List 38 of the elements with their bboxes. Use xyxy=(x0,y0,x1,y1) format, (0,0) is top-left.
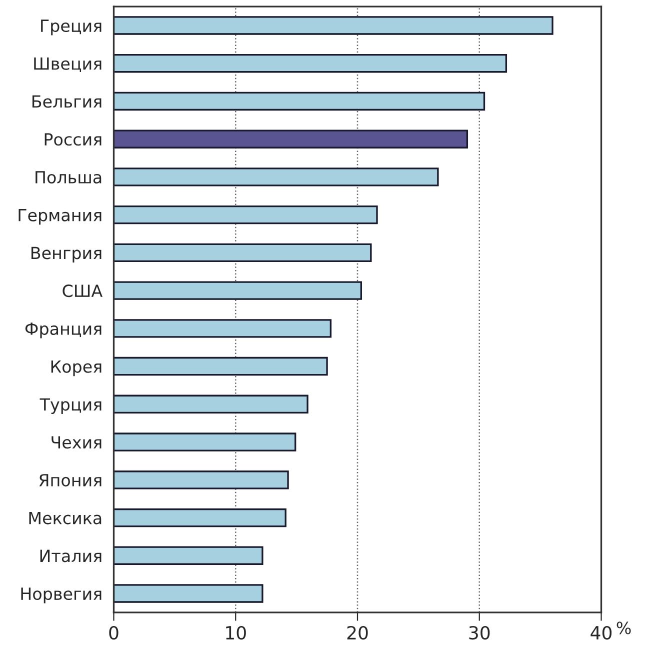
bar xyxy=(114,281,362,300)
y-tick-label: Чехия xyxy=(52,436,102,449)
bar xyxy=(114,546,264,565)
bar xyxy=(114,356,328,376)
x-tick-label: 0 xyxy=(109,626,118,640)
bar xyxy=(114,205,378,224)
bar xyxy=(114,92,486,111)
y-tick-label: Швеция xyxy=(34,58,102,72)
bar xyxy=(114,470,289,490)
y-tick-label: Германия xyxy=(18,209,102,225)
y-tick-label: Бельгия xyxy=(32,95,102,108)
x-axis-title: % xyxy=(616,622,631,634)
y-tick-label: Венгрия xyxy=(31,246,102,262)
bar xyxy=(114,54,508,73)
y-tick-label: США xyxy=(62,284,102,298)
y-tick-label: Япония xyxy=(39,474,102,486)
bar xyxy=(114,319,332,338)
bar xyxy=(114,168,439,186)
x-tick-label: 40 xyxy=(590,626,612,640)
y-tick-label: Россия xyxy=(44,133,102,146)
x-tick-label: 20 xyxy=(347,626,368,640)
x-tick-label: 10 xyxy=(226,626,246,640)
bar xyxy=(114,130,468,148)
y-tick-label: Франция xyxy=(25,322,102,338)
bar xyxy=(114,432,296,452)
bar xyxy=(114,584,264,603)
bar xyxy=(114,16,554,35)
y-tick-label: Италия xyxy=(40,550,102,562)
bar xyxy=(114,394,308,414)
y-tick-label: Турция xyxy=(40,398,102,414)
y-tick-label: Норвегия xyxy=(21,588,102,604)
y-tick-label: Мексика xyxy=(29,512,102,524)
y-tick-label: Польша xyxy=(36,171,102,184)
bar xyxy=(114,243,372,262)
bar xyxy=(114,508,286,528)
x-tick-label: 30 xyxy=(469,626,490,640)
y-tick-label: Греция xyxy=(41,20,102,36)
y-tick-label: Корея xyxy=(51,360,102,376)
